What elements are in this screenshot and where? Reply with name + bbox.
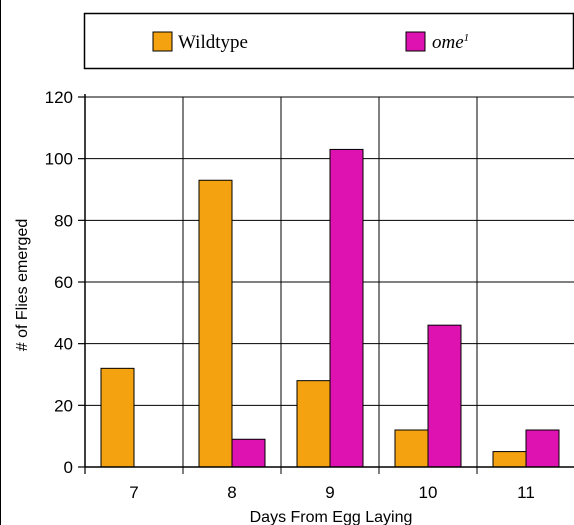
x-axis-title: Days From Egg Laying bbox=[250, 509, 413, 525]
y-tick-label-120: 120 bbox=[45, 88, 73, 107]
legend-label-wildtype: Wildtype bbox=[178, 32, 248, 53]
x-tick-label-9: 9 bbox=[325, 483, 334, 502]
legend-label-ome-name: ome bbox=[432, 32, 464, 53]
bar-ome-9 bbox=[329, 148, 364, 468]
bar-ome-11 bbox=[525, 429, 560, 468]
legend-swatch-ome bbox=[405, 31, 426, 52]
x-tick-label-7: 7 bbox=[129, 483, 138, 502]
y-tick-label-40: 40 bbox=[54, 335, 73, 354]
legend: Wildtype ome1 bbox=[83, 12, 574, 70]
y-tick-label-20: 20 bbox=[54, 396, 73, 415]
bar-wildtype-9 bbox=[296, 380, 331, 468]
x-tick-label-11: 11 bbox=[517, 483, 535, 502]
bar-wildtype-11 bbox=[492, 451, 527, 468]
bar-ome-8 bbox=[231, 438, 266, 468]
x-tick-label-10: 10 bbox=[419, 483, 438, 502]
bar-ome-10 bbox=[427, 324, 462, 468]
y-tick-label-100: 100 bbox=[45, 150, 73, 169]
plot-area: 0 20 40 60 80 100 120 7 8 9 10 11 bbox=[45, 88, 574, 502]
bar-wildtype-7 bbox=[100, 367, 135, 468]
y-tick-label-0: 0 bbox=[64, 458, 73, 477]
bar-wildtype-8 bbox=[198, 179, 233, 468]
y-tick-label-60: 60 bbox=[54, 273, 73, 292]
y-axis-title: # of Flies emerged bbox=[14, 219, 31, 352]
x-tick-label-8: 8 bbox=[227, 483, 236, 502]
legend-label-ome: ome1 bbox=[432, 32, 469, 53]
bar-wildtype-10 bbox=[394, 429, 429, 468]
legend-swatch-wildtype bbox=[152, 31, 173, 52]
y-tick-label-80: 80 bbox=[54, 211, 73, 230]
legend-label-ome-superscript: 1 bbox=[464, 32, 470, 44]
